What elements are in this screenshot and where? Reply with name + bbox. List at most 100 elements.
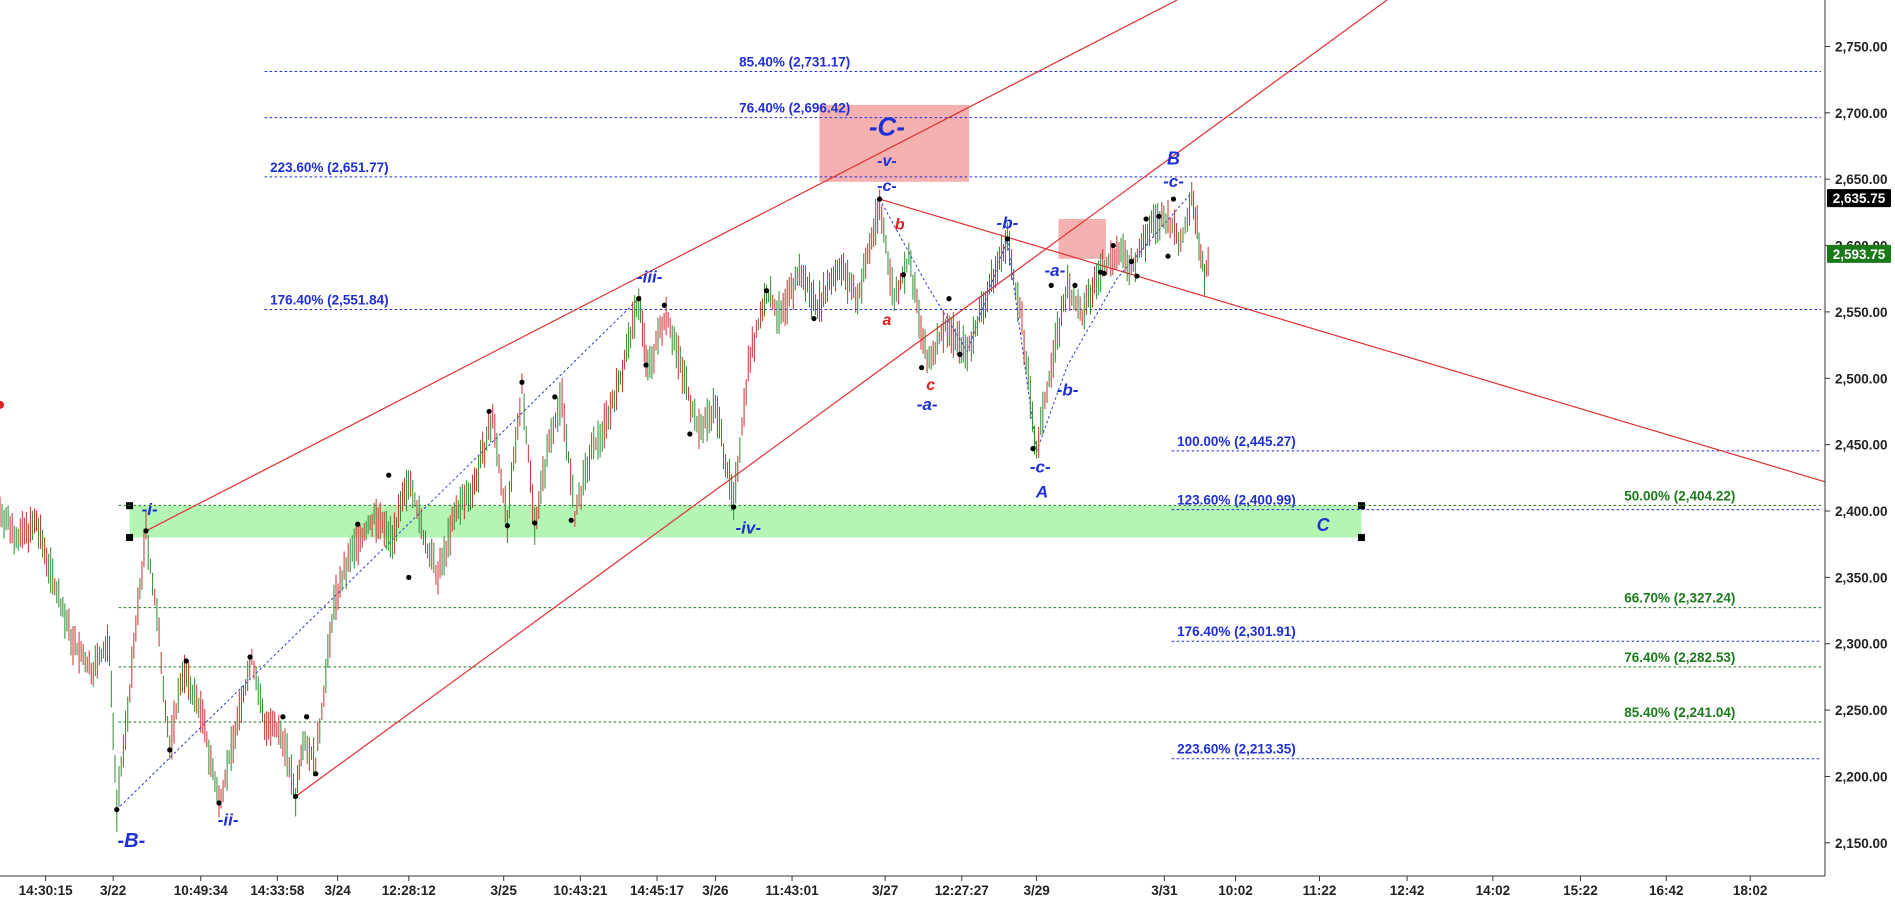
fib-level-label: 223.60% (2,651.77) [270, 160, 389, 175]
pivot-dot [313, 771, 319, 777]
x-tick-label: 12:28:12 [382, 883, 436, 898]
x-tick-label: 3/31 [1151, 883, 1178, 898]
pivot-dot [811, 315, 817, 322]
pivot-dot [568, 517, 574, 523]
x-tick-label: 11:22 [1303, 883, 1337, 898]
pivot-dot [1048, 282, 1054, 288]
pivot-dot [763, 288, 770, 294]
fib-level-label: 66.70% (2,327.24) [1624, 591, 1735, 606]
x-tick-label: 14:02 [1476, 883, 1511, 898]
y-tick-label: 2,150.00 [1835, 836, 1888, 851]
y-tick-label: 2,300.00 [1835, 637, 1888, 652]
fib-level-label: 85.40% (2,731.17) [739, 54, 850, 69]
wave-label: -b- [1057, 381, 1079, 400]
pivot-dot [661, 302, 667, 308]
trend-line [295, 0, 1388, 797]
fib-level-label: 76.40% (2,696.42) [739, 101, 850, 116]
pivot-dot [486, 408, 492, 415]
pivot-dot [877, 196, 883, 202]
pivot-dot [900, 272, 906, 278]
wave-guide-line [879, 192, 1193, 452]
trend-lines-layer [116, 0, 1826, 810]
y-tick-label: 2,700.00 [1835, 106, 1888, 121]
y-tick-label: 2,500.00 [1835, 371, 1888, 386]
pivot-dot [143, 528, 149, 534]
pivot-dot [216, 800, 222, 806]
fib-level-label: 100.00% (2,445.27) [1177, 434, 1296, 449]
fib-level-label: 223.60% (2,213.35) [1177, 742, 1296, 757]
x-tick-label: 3/22 [100, 883, 126, 898]
wave-label: -a- [917, 395, 938, 414]
wave-guide-line [116, 298, 640, 810]
pivot-dot [946, 296, 952, 302]
wave-label: -c- [877, 178, 897, 195]
x-tick-label: 3/26 [702, 883, 729, 898]
target-zone-green [129, 505, 1362, 538]
pivot-dot [355, 521, 361, 527]
x-tick-label: 3/24 [324, 883, 351, 898]
pivot-dot [1134, 273, 1140, 279]
pivot-dot [304, 714, 310, 720]
pivot-dot [1128, 258, 1135, 265]
wave-labels-layer: -C--v--c--i--ii--iii--iv--B-bac-a--b--c-… [0, 111, 1331, 852]
pivot-dot [532, 520, 538, 526]
wave-label: A [1035, 483, 1048, 502]
y-tick-label: 2,350.00 [1835, 570, 1888, 585]
price-badge-label: 2,593.75 [1833, 247, 1886, 262]
pivot-dot [280, 714, 286, 720]
trend-line [879, 198, 1826, 483]
pivot-dot [687, 431, 693, 437]
pivot-dot [1156, 213, 1162, 219]
pivot-dot [1101, 270, 1107, 277]
pivot-dot [386, 472, 392, 478]
wave-label: -ii- [218, 811, 239, 830]
pivot-dot [247, 654, 253, 660]
pivot-dot [504, 523, 510, 529]
target-zone-red-main [819, 104, 970, 182]
pivot-dot [293, 793, 299, 799]
fib-level-label: 176.40% (2,551.84) [270, 292, 389, 307]
x-tick-label: 16:42 [1649, 883, 1684, 898]
offscreen-marker [0, 400, 4, 409]
x-tick-label: 11:43:01 [765, 883, 819, 898]
x-tick-label: 3/29 [1023, 883, 1049, 898]
pivot-dot [1165, 253, 1171, 259]
wave-label: a [882, 312, 891, 329]
pivot-dot [406, 574, 412, 580]
fib-level-label: 85.40% (2,241.04) [1624, 705, 1735, 720]
x-tick-label: 10:49:34 [174, 883, 229, 898]
wave-label: -i- [142, 500, 158, 519]
fib-level-label: 123.60% (2,400.99) [1177, 493, 1296, 508]
wave-label: -iv- [736, 519, 762, 538]
zone-corner-handle [1357, 534, 1365, 542]
pivot-dot [1030, 446, 1036, 452]
x-tick-label: 18:02 [1733, 883, 1768, 898]
y-tick-label: 2,650.00 [1835, 172, 1888, 187]
wave-label: -B- [118, 830, 146, 852]
pivot-dot [1004, 236, 1011, 242]
price-badge-label: 2,635.75 [1833, 191, 1886, 206]
pivot-dot [1143, 216, 1149, 222]
y-tick-label: 2,400.00 [1835, 504, 1888, 519]
wave-label: B [1167, 149, 1180, 169]
price-badge [1827, 244, 1891, 263]
wave-label: -c- [1163, 172, 1184, 191]
fib-level-label: 50.00% (2,404.22) [1624, 488, 1735, 503]
pivot-dot [643, 362, 649, 368]
pivot-dots-layer [114, 196, 1177, 813]
x-tick-label: 10:02 [1218, 883, 1253, 898]
target-zone-red-small [1058, 219, 1106, 259]
wave-label: -c- [1030, 458, 1051, 477]
wave-label: -v- [877, 153, 897, 170]
pivot-dot [1072, 282, 1078, 288]
fib-level-label: 76.40% (2,282.53) [1624, 650, 1735, 665]
wave-label: c [926, 377, 935, 394]
y-tick-label: 2,550.00 [1835, 305, 1888, 320]
x-tick-label: 3/27 [872, 883, 898, 898]
price-badge [1827, 189, 1891, 208]
x-tick-label: 15:22 [1563, 883, 1598, 898]
y-tick-label: 2,450.00 [1835, 438, 1888, 453]
wave-label: -C- [869, 111, 905, 141]
